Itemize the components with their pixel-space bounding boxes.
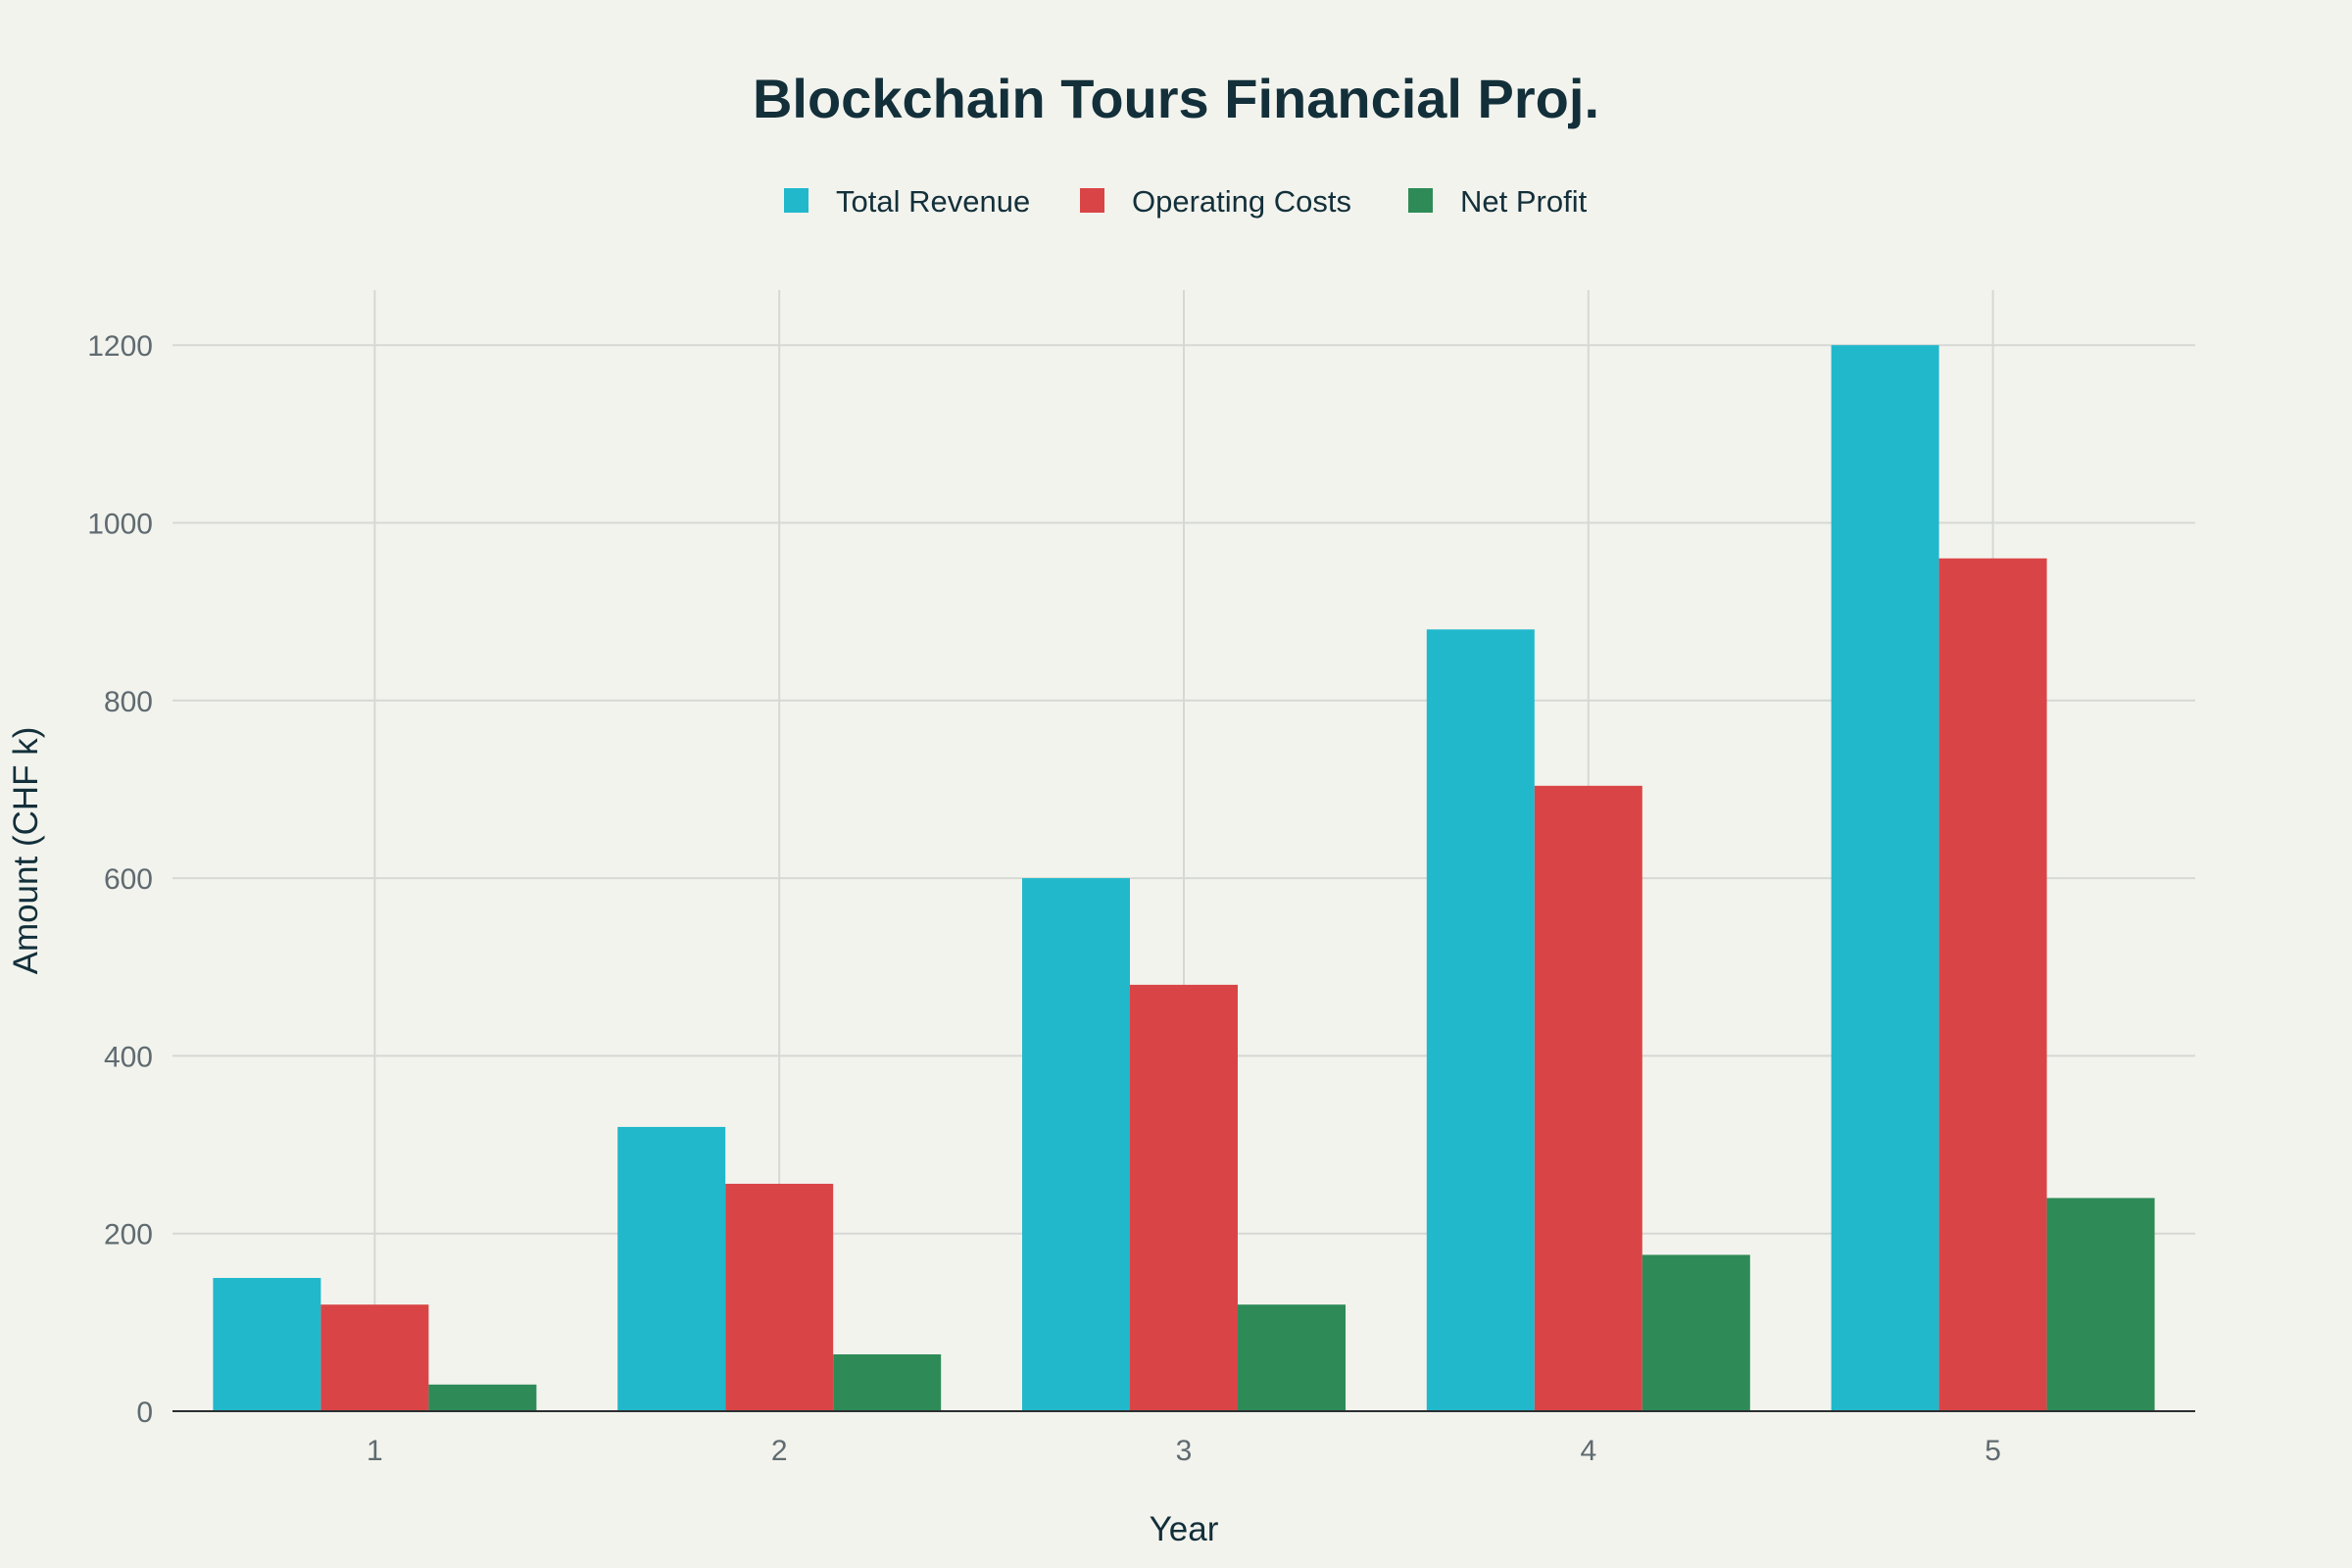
x-tick-label: 1: [367, 1435, 383, 1467]
y-tick-label: 400: [104, 1041, 153, 1073]
legend-swatch-total-revenue: [784, 188, 808, 213]
bar-net-profit-3: [1238, 1304, 1346, 1411]
x-tick-label: 5: [1984, 1435, 2001, 1467]
y-tick-label: 600: [104, 863, 153, 896]
y-tick-label: 1200: [87, 330, 153, 363]
bar-total-revenue-1: [213, 1278, 321, 1411]
bar-total-revenue-2: [617, 1126, 726, 1411]
x-axis-ticks: 1 2 3 4 5: [367, 1435, 2001, 1467]
y-axis-title: Amount (CHF k): [7, 727, 45, 975]
bar-operating-costs-1: [320, 1304, 429, 1411]
bar-operating-costs-3: [1130, 984, 1238, 1411]
x-tick-label: 2: [771, 1435, 788, 1467]
bar-operating-costs-4: [1534, 785, 1642, 1411]
bar-total-revenue-3: [1022, 878, 1130, 1411]
bar-total-revenue-4: [1426, 629, 1535, 1411]
bar-net-profit-4: [1642, 1254, 1750, 1411]
y-axis-ticks: 0 200 400 600 800 1000 1200: [87, 330, 153, 1429]
x-axis-title: Year: [1150, 1510, 1219, 1548]
x-tick-label: 4: [1580, 1435, 1596, 1467]
chart-title: Blockchain Tours Financial Proj.: [753, 68, 1599, 129]
bar-total-revenue-5: [1831, 345, 1939, 1411]
bar-net-profit-1: [428, 1384, 537, 1411]
bar-operating-costs-2: [725, 1183, 834, 1411]
y-tick-label: 0: [136, 1396, 153, 1429]
legend-label-net-profit: Net Profit: [1460, 184, 1588, 219]
legend-label-total-revenue: Total Revenue: [836, 184, 1030, 219]
legend-swatch-net-profit: [1408, 188, 1433, 213]
bar-net-profit-5: [2046, 1198, 2155, 1411]
legend-label-operating-costs: Operating Costs: [1132, 184, 1351, 219]
legend: Total Revenue Operating Costs Net Profit: [784, 184, 1588, 219]
y-tick-label: 1000: [87, 509, 153, 541]
y-tick-label: 200: [104, 1219, 153, 1251]
bars: [213, 345, 2155, 1411]
x-tick-label: 3: [1176, 1435, 1193, 1467]
y-tick-label: 800: [104, 686, 153, 718]
bar-net-profit-2: [833, 1353, 942, 1411]
legend-swatch-operating-costs: [1080, 188, 1104, 213]
bar-operating-costs-5: [1938, 558, 2047, 1411]
